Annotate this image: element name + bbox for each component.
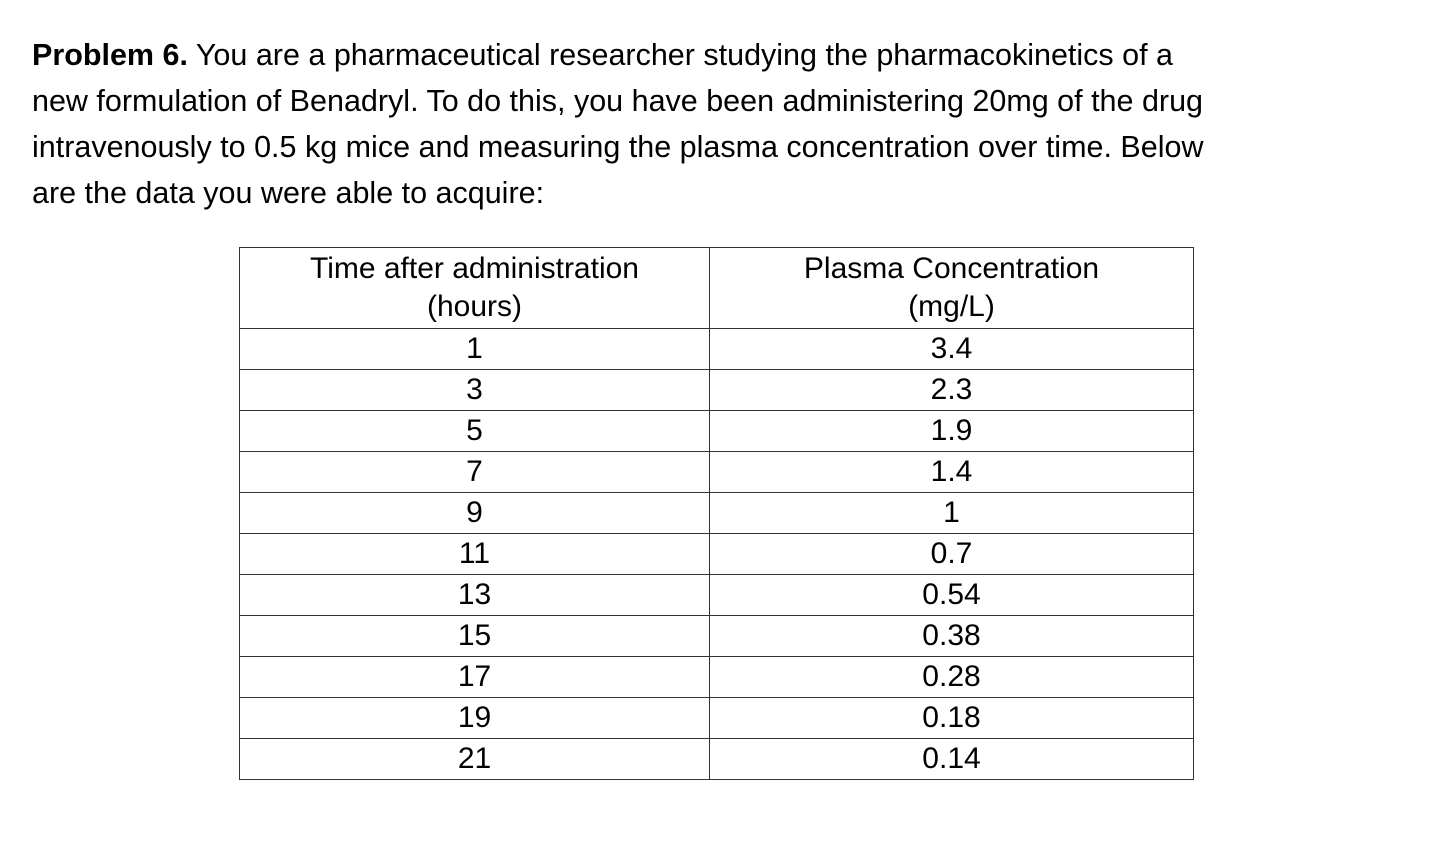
header-line: (hours) (426, 290, 523, 323)
table-row: 19 0.18 (239, 697, 1194, 739)
table-cell: 0.18 (709, 697, 1194, 739)
table-cell: 0.54 (709, 574, 1194, 616)
header-row: Time after administration (hours) Plasma C… (239, 247, 1194, 329)
table-cell: 3 (239, 369, 710, 411)
data-table: Time after administration (hours) Plasma C… (239, 247, 1194, 780)
table-cell: 1 (709, 492, 1194, 534)
line: are the data you were able to acquire: (32, 176, 545, 210)
text: You are a pharmaceutical researcher stud… (195, 38, 1174, 72)
table-cell: 5 (239, 410, 710, 452)
table-row: 7 1.4 (239, 451, 1194, 493)
line: intravenously to 0.5 kg mice and measuri… (32, 130, 1204, 164)
table-cell: 17 (239, 656, 710, 698)
line: Problem 6. You are a pharmaceutical rese… (32, 32, 1203, 78)
table-cell: 9 (239, 492, 710, 534)
table-body: 1 3.4 3 2.3 5 1.9 7 1.4 9 1 11 0.7 13 0.54 15 0.38 17 0.2… (239, 328, 1194, 780)
table-cell: 3.4 (709, 328, 1194, 370)
table-cell: 0.14 (709, 738, 1194, 780)
table-row: 21 0.14 (239, 738, 1194, 780)
header-cell: Time after administration (hours) (239, 247, 710, 329)
table-row: 11 0.7 (239, 533, 1194, 575)
header-line: Time after administration (309, 252, 639, 285)
table-cell: 11 (239, 533, 710, 575)
table-cell: 7 (239, 451, 710, 493)
table-cell: 0.7 (709, 533, 1194, 575)
table-header: Time after administration (hours) Plasma C… (239, 247, 1194, 329)
table-row: 17 0.28 (239, 656, 1194, 698)
header-cell: Plasma Concentration (mg/L) (709, 247, 1194, 329)
table-cell: 15 (239, 615, 710, 657)
table-cell: 13 (239, 574, 710, 616)
table-cell: 21 (239, 738, 710, 780)
problem-label: Problem 6. (32, 38, 188, 72)
table-cell: 1 (239, 328, 710, 370)
table-cell: 1.9 (709, 410, 1194, 452)
header-line: (mg/L) (908, 290, 995, 323)
table-cell: 0.38 (709, 615, 1194, 657)
table-cell: 19 (239, 697, 710, 739)
problem-text: Problem 6. You are a pharmaceutical rese… (32, 32, 1203, 216)
table-row: 13 0.54 (239, 574, 1194, 616)
table-row: 15 0.38 (239, 615, 1194, 657)
table-row: 3 2.3 (239, 369, 1194, 411)
header-line: Plasma Concentration (803, 252, 1100, 285)
table-row: 1 3.4 (239, 328, 1194, 370)
table-row: 5 1.9 (239, 410, 1194, 452)
table-cell: 0.28 (709, 656, 1194, 698)
line: new formulation of Benadryl. To do this,… (32, 84, 1204, 118)
table-cell: 2.3 (709, 369, 1194, 411)
table-cell: 1.4 (709, 451, 1194, 493)
